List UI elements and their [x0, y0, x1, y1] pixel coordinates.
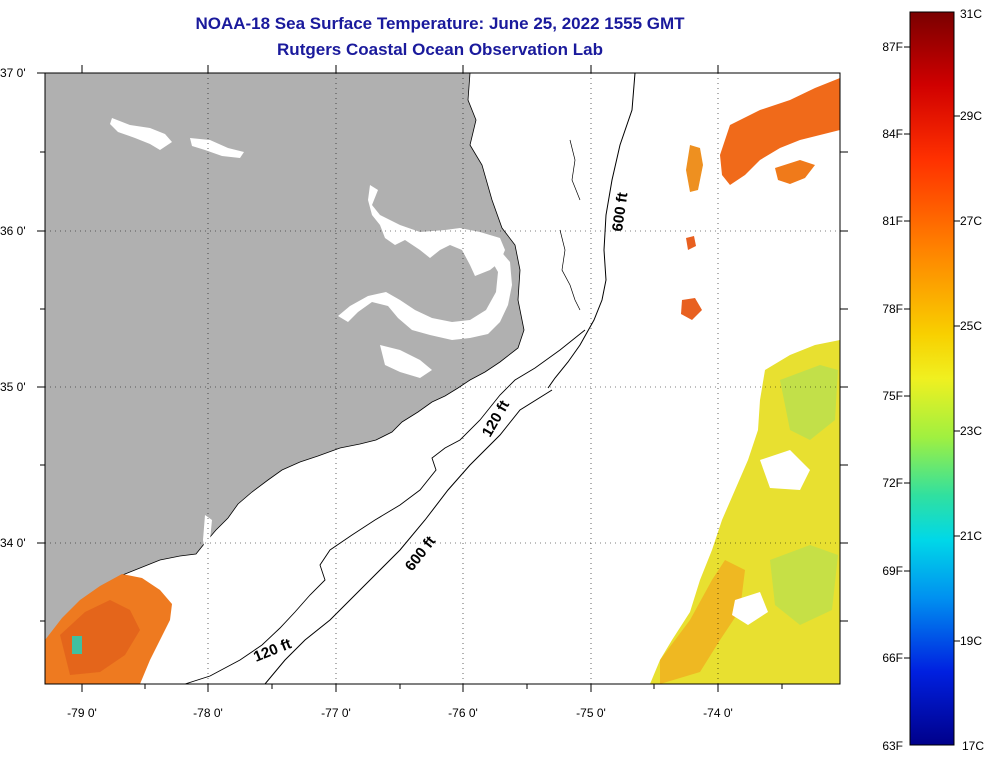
cb-celsius-21: 21C [960, 529, 982, 543]
lon-label-77: -77 0' [321, 706, 351, 720]
cb-celsius-23: 23C [960, 424, 982, 438]
cloud-gap-2 [732, 592, 768, 625]
barrier-islands [559, 139, 581, 311]
sst-patch-gulfstream-ne-spot [775, 160, 815, 184]
cb-fahrenheit-66: 66F [882, 651, 903, 665]
cb-celsius-27: 27C [960, 214, 982, 228]
lat-label-37: 37 0' [0, 66, 26, 80]
sst-patch-southeast-green [780, 365, 838, 440]
tick-marks [37, 65, 848, 692]
lake-inland-2 [190, 138, 244, 158]
cb-fahrenheit-69: 69F [882, 564, 903, 578]
lake-inland-1 [110, 118, 172, 150]
cb-fahrenheit-87: 87F [882, 40, 903, 54]
sst-patch-southeast-orange [660, 560, 745, 684]
sst-patch-gulfstream-ne [720, 78, 840, 185]
lat-label-34: 34 0' [0, 536, 26, 550]
colorbar-ticks [904, 46, 960, 659]
sst-patch-southwest-warm [60, 600, 140, 675]
cb-fahrenheit-78: 78F [882, 302, 903, 316]
cb-celsius-25: 25C [960, 319, 982, 333]
pamlico-sound [338, 240, 512, 340]
cb-celsius-31: 31C [960, 7, 982, 21]
cb-fahrenheit-75: 75F [882, 389, 903, 403]
cb-celsius-29: 29C [960, 109, 982, 123]
cb-fahrenheit-63: 63F [882, 739, 903, 753]
lon-label-78: -78 0' [193, 706, 223, 720]
cb-celsius-19: 19C [960, 634, 982, 648]
cb-celsius-17: 17C [962, 739, 984, 753]
contour-120ft [184, 329, 586, 684]
colorbar [909, 11, 955, 746]
sst-patch-southeast-green-2 [770, 545, 838, 625]
neuse-river [380, 345, 432, 378]
graticule [45, 73, 840, 684]
lon-label-74: -74 0' [703, 706, 733, 720]
lat-label-36: 36 0' [0, 224, 26, 238]
cape-fear-river [203, 515, 214, 558]
cb-fahrenheit-84: 84F [882, 127, 903, 141]
contour-label-600ft-north: 600 ft [609, 191, 631, 232]
lat-label-35: 35 0' [0, 380, 26, 394]
cb-fahrenheit-72: 72F [882, 476, 903, 490]
cb-fahrenheit-81: 81F [882, 214, 903, 228]
contour-600ft-north [547, 73, 636, 389]
lon-label-75: -75 0' [576, 706, 606, 720]
sst-patch-small-2 [681, 298, 702, 320]
sst-patch-small-3 [686, 236, 696, 250]
lon-label-79: -79 0' [67, 706, 97, 720]
cloud-gap-1 [760, 450, 810, 490]
sst-cool-spot [72, 636, 82, 654]
land-mass [45, 73, 525, 661]
map-frame [44, 72, 841, 685]
sst-patch-small-1 [686, 145, 703, 192]
lon-label-76: -76 0' [448, 706, 478, 720]
contour-600ft-south [264, 389, 553, 684]
map-title: NOAA-18 Sea Surface Temperature: June 25… [195, 14, 685, 33]
albemarle-sound [368, 185, 505, 276]
map-subtitle: Rutgers Coastal Ocean Observation Lab [277, 40, 603, 59]
